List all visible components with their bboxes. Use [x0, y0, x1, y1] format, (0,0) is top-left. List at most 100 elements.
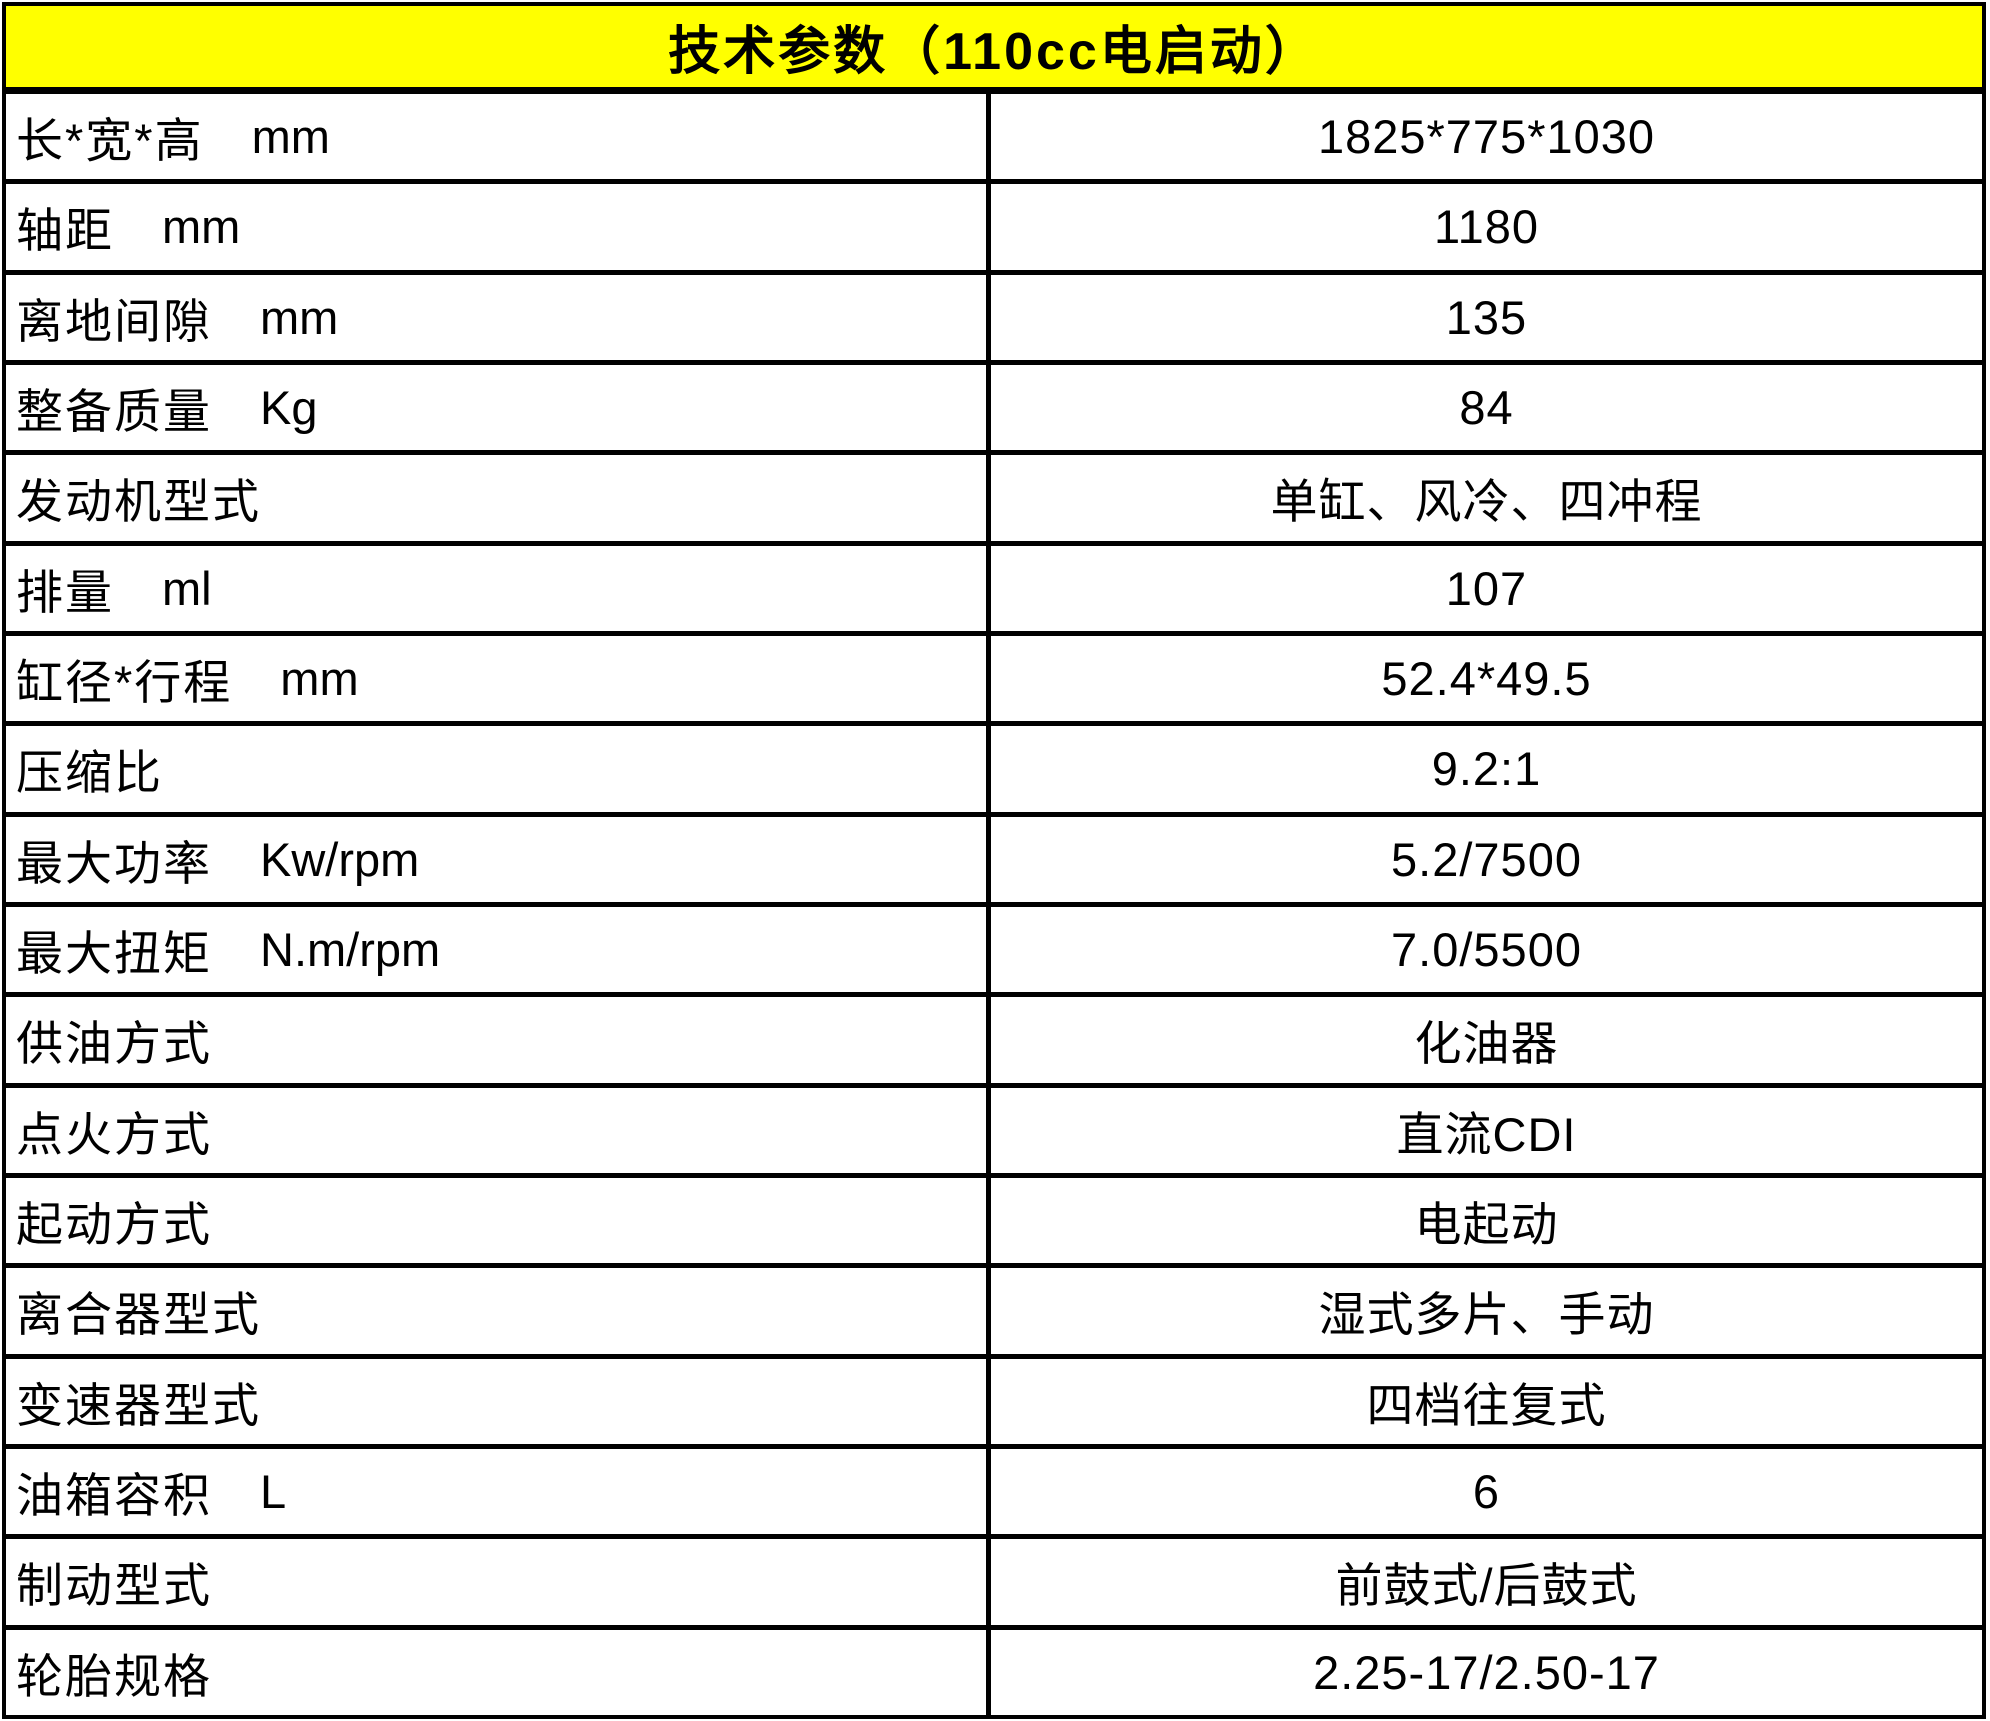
- value-cell: 107: [991, 546, 1982, 631]
- param-cell: 油箱容积 L: [6, 1448, 991, 1535]
- param-label: 轴距: [16, 204, 114, 258]
- param-value: 5.2/7500: [1391, 832, 1582, 886]
- table-row: 离地间隙 mm 135: [6, 274, 1982, 365]
- param-value: 1825*775*1030: [1317, 110, 1656, 164]
- param-cell: 最大扭矩 N.m/rpm: [6, 906, 991, 993]
- param-cell: 排量 ml: [6, 545, 991, 631]
- param-cell: 长*宽*高 mm: [6, 94, 991, 180]
- param-unit: mm: [162, 200, 241, 254]
- param-label: 点火方式: [16, 1107, 212, 1161]
- param-label: 排量: [16, 565, 114, 619]
- param-cell: 供油方式: [6, 997, 991, 1083]
- value-cell: 单缸、风冷、四冲程: [991, 455, 1982, 540]
- table-row: 轴距 mm 1180: [6, 184, 1982, 275]
- value-cell: 1825*775*1030: [991, 94, 1982, 179]
- param-value: 9.2:1: [1431, 742, 1542, 796]
- param-cell: 轮胎规格: [6, 1629, 991, 1715]
- value-cell: 135: [991, 275, 1982, 360]
- param-unit: ml: [162, 561, 212, 615]
- param-unit: mm: [260, 290, 339, 344]
- param-value: 电起动: [1414, 1198, 1559, 1252]
- param-cell: 变速器型式: [6, 1358, 991, 1444]
- param-value: 107: [1445, 561, 1528, 615]
- param-value: 2.25-17/2.50-17: [1313, 1645, 1660, 1699]
- table-row: 油箱容积 L 6: [6, 1448, 1982, 1540]
- table-row: 变速器型式 四档往复式: [6, 1358, 1982, 1449]
- table-row: 供油方式 化油器: [6, 997, 1982, 1088]
- param-cell: 制动型式: [6, 1539, 991, 1625]
- param-label: 长*宽*高: [16, 114, 204, 168]
- param-value: 6: [1472, 1465, 1501, 1519]
- param-unit: mm: [280, 652, 359, 706]
- param-value: 四档往复式: [1366, 1378, 1607, 1432]
- table-row: 离合器型式 湿式多片、手动: [6, 1268, 1982, 1359]
- table-row: 缸径*行程 mm 52.4*49.5: [6, 635, 1982, 727]
- value-cell: 电起动: [991, 1178, 1982, 1263]
- value-cell: 1180: [991, 184, 1982, 269]
- value-cell: 9.2:1: [991, 726, 1982, 811]
- table-row: 最大功率 Kw/rpm 5.2/7500: [6, 816, 1982, 907]
- param-label: 起动方式: [16, 1198, 212, 1252]
- table-row: 点火方式 直流CDI: [6, 1087, 1982, 1178]
- param-label: 离地间隙: [16, 294, 212, 348]
- param-unit: mm: [251, 110, 330, 164]
- param-label: 整备质量: [16, 385, 212, 439]
- table-row: 最大扭矩 N.m/rpm 7.0/5500: [6, 906, 1982, 998]
- param-value: 直流CDI: [1396, 1107, 1577, 1161]
- param-value: 1180: [1433, 200, 1540, 254]
- value-cell: 化油器: [991, 997, 1982, 1082]
- table-row: 排量 ml 107: [6, 545, 1982, 636]
- param-label: 变速器型式: [16, 1378, 261, 1432]
- value-cell: 2.25-17/2.50-17: [991, 1630, 1982, 1715]
- value-cell: 7.0/5500: [991, 907, 1982, 992]
- value-cell: 6: [991, 1449, 1982, 1534]
- param-cell: 离合器型式: [6, 1268, 991, 1354]
- param-value: 前鼓式/后鼓式: [1335, 1559, 1638, 1613]
- param-label: 缸径*行程: [16, 656, 233, 710]
- param-label: 压缩比: [16, 746, 163, 800]
- value-cell: 直流CDI: [991, 1088, 1982, 1173]
- value-cell: 84: [991, 365, 1982, 450]
- table-row: 制动型式 前鼓式/后鼓式: [6, 1539, 1982, 1630]
- param-label: 供油方式: [16, 1017, 212, 1071]
- table-title: 技术参数（110cc电启动）: [6, 6, 1982, 94]
- param-label: 离合器型式: [16, 1288, 261, 1342]
- param-cell: 发动机型式: [6, 455, 991, 541]
- table-row: 整备质量 Kg 84: [6, 364, 1982, 456]
- param-value: 135: [1445, 290, 1528, 344]
- param-label: 油箱容积: [16, 1469, 212, 1523]
- param-cell: 离地间隙 mm: [6, 274, 991, 360]
- table-row: 长*宽*高 mm 1825*775*1030: [6, 94, 1982, 185]
- param-value: 7.0/5500: [1391, 923, 1582, 977]
- param-unit: L: [260, 1465, 287, 1519]
- param-value: 52.4*49.5: [1381, 652, 1592, 706]
- param-value: 湿式多片、手动: [1318, 1288, 1655, 1342]
- param-label: 轮胎规格: [16, 1649, 212, 1703]
- value-cell: 5.2/7500: [991, 817, 1982, 902]
- param-cell: 压缩比: [6, 726, 991, 812]
- param-cell: 整备质量 Kg: [6, 364, 991, 451]
- param-label: 发动机型式: [16, 475, 261, 529]
- value-cell: 52.4*49.5: [991, 636, 1982, 721]
- table-row: 起动方式 电起动: [6, 1177, 1982, 1269]
- param-label: 最大功率: [16, 836, 212, 890]
- param-value: 化油器: [1414, 1017, 1559, 1071]
- param-unit: N.m/rpm: [260, 923, 441, 977]
- param-cell: 最大功率 Kw/rpm: [6, 816, 991, 902]
- param-value: 单缸、风冷、四冲程: [1270, 475, 1703, 529]
- param-unit: Kw/rpm: [260, 832, 420, 886]
- table-row: 轮胎规格 2.25-17/2.50-17: [6, 1629, 1982, 1715]
- param-cell: 缸径*行程 mm: [6, 635, 991, 722]
- param-value: 84: [1459, 381, 1514, 435]
- spec-rows: 长*宽*高 mm 1825*775*1030 轴距 mm 1180 离地间隙 m…: [6, 94, 1982, 1715]
- value-cell: 湿式多片、手动: [991, 1268, 1982, 1353]
- table-row: 发动机型式 单缸、风冷、四冲程: [6, 455, 1982, 546]
- param-cell: 轴距 mm: [6, 184, 991, 270]
- table-row: 压缩比 9.2:1: [6, 726, 1982, 817]
- param-label: 制动型式: [16, 1559, 212, 1613]
- param-cell: 点火方式: [6, 1087, 991, 1173]
- param-label: 最大扭矩: [16, 927, 212, 981]
- value-cell: 前鼓式/后鼓式: [991, 1539, 1982, 1624]
- param-unit: Kg: [260, 381, 318, 435]
